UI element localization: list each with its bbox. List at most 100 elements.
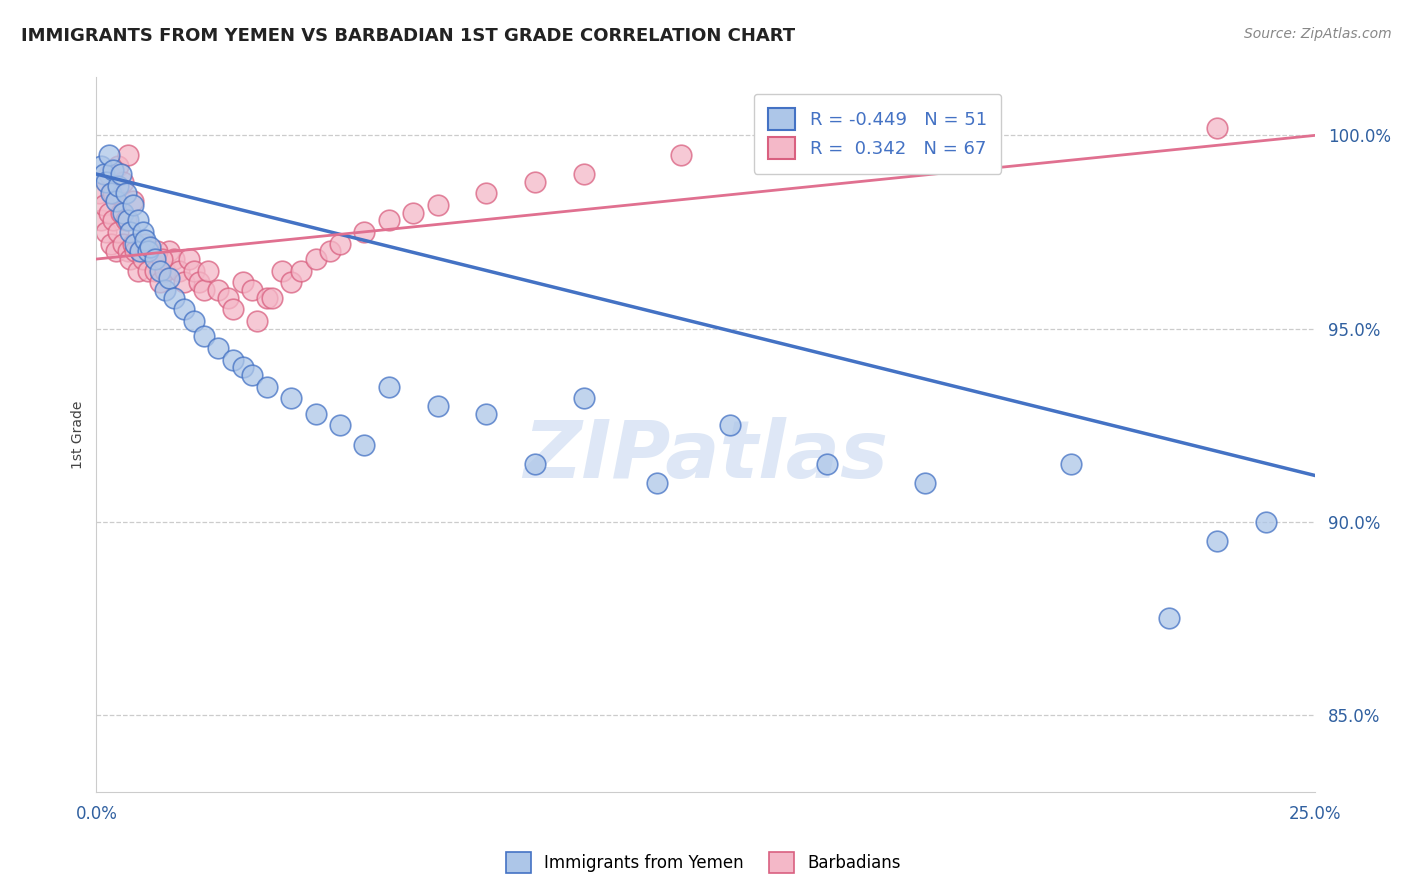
Point <box>353 437 375 451</box>
Point <box>163 291 186 305</box>
Point <box>475 186 498 201</box>
Point <box>127 263 149 277</box>
Point <box>131 252 153 266</box>
Point <box>100 186 122 201</box>
Point <box>329 418 352 433</box>
Point <box>112 175 135 189</box>
Point <box>122 236 145 251</box>
Point <box>353 225 375 239</box>
Point <box>134 236 156 251</box>
Point <box>107 178 129 193</box>
Point <box>129 244 152 259</box>
Point <box>193 283 215 297</box>
Point <box>97 147 120 161</box>
Point <box>524 175 547 189</box>
Text: Source: ZipAtlas.com: Source: ZipAtlas.com <box>1244 27 1392 41</box>
Point <box>197 263 219 277</box>
Text: ZIPatlas: ZIPatlas <box>523 417 889 495</box>
Point <box>153 263 176 277</box>
Point <box>149 275 172 289</box>
Point <box>815 457 838 471</box>
Point <box>93 167 115 181</box>
Point <box>146 244 169 259</box>
Point <box>122 194 145 208</box>
Point <box>378 379 401 393</box>
Point <box>718 418 741 433</box>
Point <box>117 213 139 227</box>
Point <box>256 379 278 393</box>
Point <box>329 236 352 251</box>
Point <box>1060 457 1083 471</box>
Point <box>524 457 547 471</box>
Point <box>240 283 263 297</box>
Point <box>177 252 200 266</box>
Point <box>107 159 129 173</box>
Point <box>114 186 136 201</box>
Point <box>167 263 190 277</box>
Point <box>159 244 181 259</box>
Point <box>1254 515 1277 529</box>
Point <box>124 244 146 259</box>
Point <box>305 407 328 421</box>
Point <box>671 147 693 161</box>
Point <box>104 194 127 208</box>
Legend: R = -0.449   N = 51, R =  0.342   N = 67: R = -0.449 N = 51, R = 0.342 N = 67 <box>754 94 1001 174</box>
Point <box>136 263 159 277</box>
Point <box>914 476 936 491</box>
Point <box>645 476 668 491</box>
Point <box>173 275 195 289</box>
Point <box>159 271 181 285</box>
Point <box>110 167 132 181</box>
Point <box>305 252 328 266</box>
Point <box>112 236 135 251</box>
Point <box>232 360 254 375</box>
Point <box>426 399 449 413</box>
Point <box>97 205 120 219</box>
Point <box>103 186 125 201</box>
Point <box>114 213 136 227</box>
Point <box>1206 120 1229 135</box>
Point <box>120 225 142 239</box>
Point <box>187 275 209 289</box>
Point <box>426 198 449 212</box>
Point <box>290 263 312 277</box>
Point <box>270 263 292 277</box>
Point <box>1206 534 1229 549</box>
Point <box>163 252 186 266</box>
Point <box>572 391 595 405</box>
Point <box>134 233 156 247</box>
Point <box>217 291 239 305</box>
Point <box>93 198 115 212</box>
Point <box>246 314 269 328</box>
Text: IMMIGRANTS FROM YEMEN VS BARBADIAN 1ST GRADE CORRELATION CHART: IMMIGRANTS FROM YEMEN VS BARBADIAN 1ST G… <box>21 27 796 45</box>
Point <box>124 236 146 251</box>
Point <box>183 263 205 277</box>
Legend: Immigrants from Yemen, Barbadians: Immigrants from Yemen, Barbadians <box>499 846 907 880</box>
Point <box>153 283 176 297</box>
Point <box>207 341 229 355</box>
Point <box>103 213 125 227</box>
Point <box>222 302 245 317</box>
Point <box>260 291 283 305</box>
Point <box>207 283 229 297</box>
Point <box>280 391 302 405</box>
Point <box>319 244 342 259</box>
Point <box>402 205 425 219</box>
Point <box>139 244 162 259</box>
Point <box>143 252 166 266</box>
Point <box>90 159 112 173</box>
Point <box>117 147 139 161</box>
Point <box>120 252 142 266</box>
Point <box>94 225 117 239</box>
Point <box>97 167 120 181</box>
Point <box>815 136 838 150</box>
Point <box>475 407 498 421</box>
Point <box>232 275 254 289</box>
Point <box>136 244 159 259</box>
Point <box>149 263 172 277</box>
Point <box>112 205 135 219</box>
Point <box>127 213 149 227</box>
Point <box>222 352 245 367</box>
Point <box>1157 611 1180 625</box>
Point <box>240 368 263 382</box>
